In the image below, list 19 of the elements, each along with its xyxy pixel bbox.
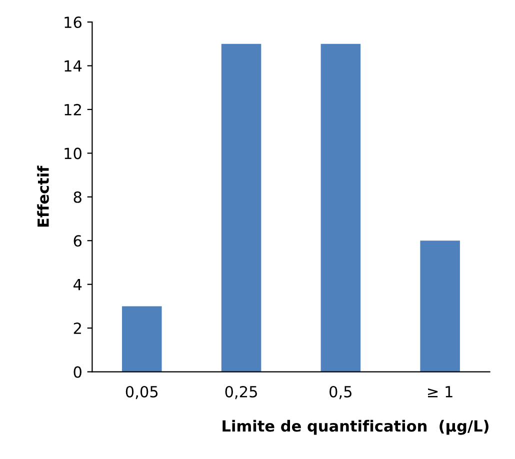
bar [221,44,262,372]
x-tick-label: 0,05 [126,386,158,400]
y-axis-title: Effectif [37,166,49,227]
bar [320,44,361,372]
x-tick-label: ≥ 1 [428,386,452,398]
y-tick-label: 2 [74,322,81,334]
y-tick-label: 14 [64,60,82,72]
x-axis-title: Limite de quantification (µg/L) [222,420,488,435]
y-tick-label: 4 [73,279,82,290]
y-tick-label: 0 [74,366,82,378]
y-tick-label: 6 [74,235,82,247]
y-tick-label: 10 [64,148,82,160]
y-tick-label: 8 [74,191,82,203]
y-tick-label: 12 [64,104,81,116]
x-tick-label: 0,25 [225,386,257,400]
y-tick-label: 16 [64,16,82,28]
bar [122,306,162,372]
x-tick-label: 0,5 [330,386,352,400]
bar [420,240,460,372]
